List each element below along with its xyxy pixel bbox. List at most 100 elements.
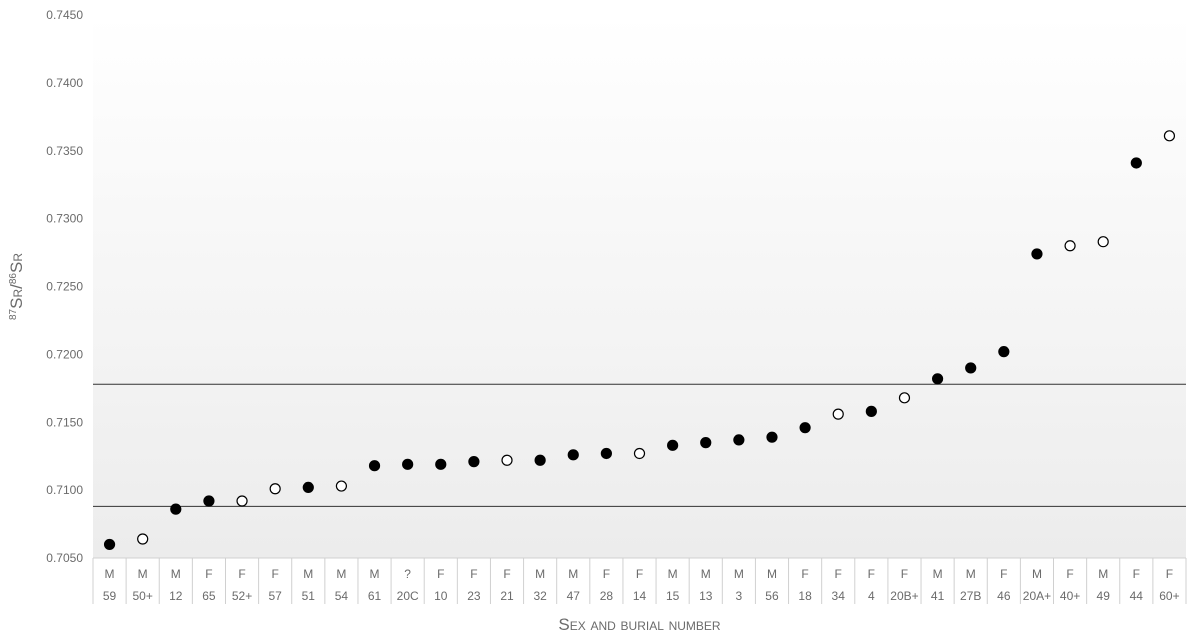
sex-label: M (668, 567, 678, 581)
data-point-filled (402, 458, 414, 470)
sex-label: F (603, 567, 610, 581)
y-tick-label: 0.7350 (46, 144, 83, 158)
burial-number-label: 59 (103, 589, 117, 603)
burial-number-label: 20B+ (890, 589, 918, 603)
sex-label: F (271, 567, 278, 581)
y-tick-label: 0.7300 (46, 212, 83, 226)
y-tick-label: 0.7100 (46, 483, 83, 497)
data-point-open (633, 447, 646, 460)
burial-number-label: 41 (931, 589, 945, 603)
burial-number-label: 44 (1130, 589, 1144, 603)
sex-label: F (636, 567, 643, 581)
data-point-filled (1031, 248, 1043, 260)
data-point-open (269, 483, 281, 495)
data-point-filled (931, 373, 944, 385)
burial-number-label: 40+ (1060, 589, 1080, 603)
data-point-open (1097, 236, 1109, 248)
sex-label: M (933, 567, 943, 581)
burial-number-label: 20A+ (1023, 589, 1051, 603)
data-point-filled (700, 437, 712, 449)
sex-label: F (238, 567, 245, 581)
sex-label: M (1098, 567, 1108, 581)
data-point-filled (103, 538, 116, 551)
burial-number-label: 15 (666, 589, 680, 603)
data-point-filled (667, 439, 679, 451)
data-point-filled (865, 405, 877, 417)
burial-number-label: 32 (533, 589, 547, 603)
burial-number-label: 51 (302, 589, 316, 603)
burial-number-label: 20C (397, 589, 419, 603)
burial-number-label: 27B (960, 589, 981, 603)
burial-number-label: 18 (798, 589, 812, 603)
data-point-open (898, 392, 911, 404)
ylabel-superscript: 87 (8, 308, 19, 320)
data-point-filled (170, 503, 182, 515)
data-point-filled (766, 431, 778, 443)
sex-label: M (535, 567, 545, 581)
plot-background (93, 15, 1186, 558)
burial-number-label: 54 (335, 589, 349, 603)
data-points (103, 130, 1176, 551)
burial-number-label: 4 (868, 589, 875, 603)
data-point-filled (302, 481, 314, 494)
data-point-open (1163, 130, 1176, 142)
data-point-filled (799, 422, 811, 434)
burial-number-label: 50+ (133, 589, 153, 603)
data-point-open (137, 533, 149, 545)
burial-number-label: 46 (997, 589, 1011, 603)
sex-label: ? (404, 567, 411, 581)
data-point-filled (368, 460, 381, 472)
data-point-filled (435, 458, 447, 470)
sex-label: M (171, 567, 181, 581)
data-point-filled (534, 454, 546, 466)
y-tick-label: 0.7050 (46, 551, 83, 565)
burial-number-label: 57 (268, 589, 282, 603)
sex-label: F (437, 567, 444, 581)
sex-label: F (1133, 567, 1140, 581)
data-point-filled (567, 449, 579, 461)
sex-label: F (470, 567, 477, 581)
ylabel-text: Sr (7, 253, 26, 273)
burial-number-label: 28 (600, 589, 614, 603)
data-point-open (236, 495, 248, 507)
sex-label: M (767, 567, 777, 581)
burial-number-label: 47 (567, 589, 581, 603)
burial-number-label: 56 (765, 589, 779, 603)
burial-number-label: 23 (467, 589, 481, 603)
sex-label: F (901, 567, 908, 581)
sex-label: F (1000, 567, 1007, 581)
data-point-open (832, 408, 844, 420)
sex-label: M (105, 567, 115, 581)
sex-label: F (801, 567, 808, 581)
burial-number-label: 34 (832, 589, 846, 603)
ylabel-superscript: 86 (8, 273, 19, 285)
burial-number-label: 60+ (1159, 589, 1179, 603)
sex-label: M (701, 567, 711, 581)
sex-label: F (868, 567, 875, 581)
reference-lines (93, 383, 1186, 507)
ylabel-text: Sr/ (7, 284, 26, 309)
burial-number-label: 49 (1097, 589, 1111, 603)
sex-label: F (503, 567, 510, 581)
burial-number-label: 10 (434, 589, 448, 603)
burial-number-label: 21 (500, 589, 514, 603)
sex-label: F (205, 567, 212, 581)
data-point-filled (965, 362, 977, 374)
data-point-filled (203, 495, 215, 507)
burial-number-label: 65 (202, 589, 216, 603)
y-tick-label: 0.7400 (46, 76, 83, 90)
sex-label: M (336, 567, 346, 581)
y-tick-label: 0.7450 (46, 8, 83, 22)
burial-number-label: 3 (736, 589, 743, 603)
burial-number-label: 12 (169, 589, 183, 603)
data-point-open (501, 454, 513, 466)
data-point-open (1064, 240, 1076, 252)
sex-label: M (966, 567, 976, 581)
sex-label: M (734, 567, 744, 581)
sex-label: F (835, 567, 842, 581)
sex-label: F (1166, 567, 1173, 581)
y-axis-label: 87Sr/86Sr (7, 253, 26, 320)
burial-number-label: 61 (368, 589, 382, 603)
burial-number-label: 14 (633, 589, 647, 603)
